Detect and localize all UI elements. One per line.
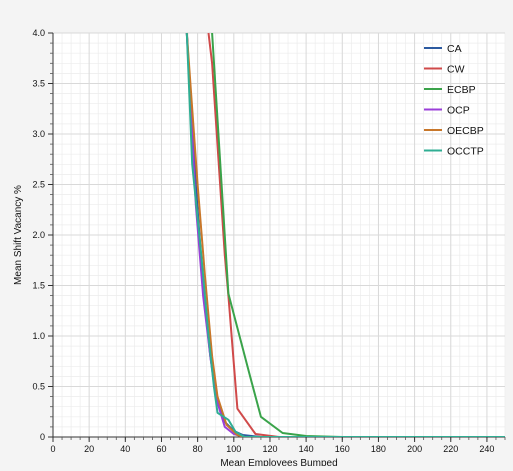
legend-label: ECBP — [447, 84, 476, 96]
y-tick-label: 2.5 — [32, 180, 45, 190]
x-axis-ticks: 0 20 40 60 80 100 120 140 160 180 200 220 240 — [50, 437, 506, 454]
series-lines — [185, 32, 505, 437]
x-tick-label: 240 — [479, 444, 494, 454]
y-axis-label: Mean Shift Vacancy % — [13, 185, 24, 285]
y-axis-ticks: 0 0.5 1.0 1.5 2.0 2.5 3.0 3.5 4.0 — [32, 28, 53, 442]
y-tick-label: 3.5 — [32, 79, 45, 89]
x-tick-label: 220 — [443, 444, 458, 454]
x-tick-label: 20 — [84, 444, 94, 454]
y-tick-label: 0 — [40, 432, 45, 442]
x-tick-label: 140 — [299, 444, 314, 454]
series-line-occtp — [185, 32, 505, 437]
legend[interactable]: CA CW ECBP OCP OECBP OCCTP — [424, 43, 484, 158]
legend-label: CA — [447, 43, 462, 55]
x-tick-label: 100 — [226, 444, 241, 454]
x-tick-label: 200 — [407, 444, 422, 454]
legend-item-ca[interactable]: CA — [424, 43, 462, 55]
x-tick-label: 40 — [120, 444, 130, 454]
y-tick-label: 0.5 — [32, 382, 45, 392]
x-tick-label: 60 — [156, 444, 166, 454]
y-tick-label: 2.0 — [32, 230, 45, 240]
x-tick-label: 0 — [50, 444, 55, 454]
x-tick-label: 80 — [193, 444, 203, 454]
legend-item-occtp[interactable]: OCCTP — [424, 146, 484, 158]
x-tick-label: 120 — [262, 444, 277, 454]
legend-item-ecbp[interactable]: ECBP — [424, 84, 476, 96]
x-tick-label: 160 — [335, 444, 350, 454]
y-tick-label: 1.5 — [32, 281, 45, 291]
x-axis-label: Mean Employees Bumped — [220, 458, 337, 466]
y-tick-label: 1.0 — [32, 331, 45, 341]
legend-item-oecbp[interactable]: OECBP — [424, 125, 484, 137]
legend-item-ocp[interactable]: OCP — [424, 105, 470, 117]
legend-label: OCP — [447, 105, 470, 117]
legend-label: OCCTP — [447, 146, 484, 158]
y-tick-label: 4.0 — [32, 28, 45, 38]
legend-item-cw[interactable]: CW — [424, 64, 465, 76]
y-tick-label: 3.0 — [32, 129, 45, 139]
legend-label: OECBP — [447, 125, 484, 137]
legend-label: CW — [447, 64, 465, 76]
x-tick-label: 180 — [371, 444, 386, 454]
